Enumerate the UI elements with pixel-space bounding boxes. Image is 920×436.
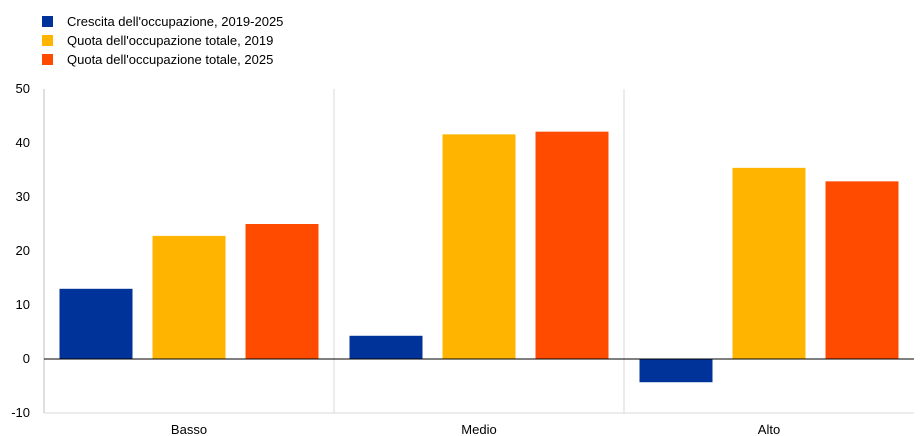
- legend-item: Quota dell'occupazione totale, 2025: [42, 50, 283, 69]
- bar: [732, 167, 806, 359]
- legend-label: Quota dell'occupazione totale, 2025: [67, 52, 274, 67]
- y-tick-label: 20: [16, 243, 30, 258]
- y-tick-label: 10: [16, 297, 30, 312]
- legend-swatch-icon: [42, 16, 53, 27]
- bar: [639, 359, 713, 383]
- y-tick-label: -10: [11, 405, 30, 420]
- x-tick-label: Alto: [758, 422, 780, 436]
- y-tick-label: 0: [23, 351, 30, 366]
- legend-swatch-icon: [42, 35, 53, 46]
- legend-label: Crescita dell'occupazione, 2019-2025: [67, 14, 284, 29]
- bar: [245, 224, 319, 359]
- y-tick-label: 50: [16, 81, 30, 96]
- bar: [152, 235, 226, 359]
- bar: [59, 288, 133, 359]
- legend-label: Quota dell'occupazione totale, 2019: [67, 33, 274, 48]
- legend-item: Quota dell'occupazione totale, 2019: [42, 31, 283, 50]
- bar: [349, 335, 423, 359]
- legend-item: Crescita dell'occupazione, 2019-2025: [42, 12, 283, 31]
- bar: [535, 131, 609, 359]
- legend-swatch-icon: [42, 54, 53, 65]
- x-tick-label: Medio: [461, 422, 496, 436]
- bar: [442, 134, 516, 359]
- x-tick-label: Basso: [171, 422, 207, 436]
- y-tick-label: 40: [16, 135, 30, 150]
- y-tick-label: 30: [16, 189, 30, 204]
- bar: [825, 181, 899, 359]
- legend: Crescita dell'occupazione, 2019-2025 Quo…: [42, 12, 283, 69]
